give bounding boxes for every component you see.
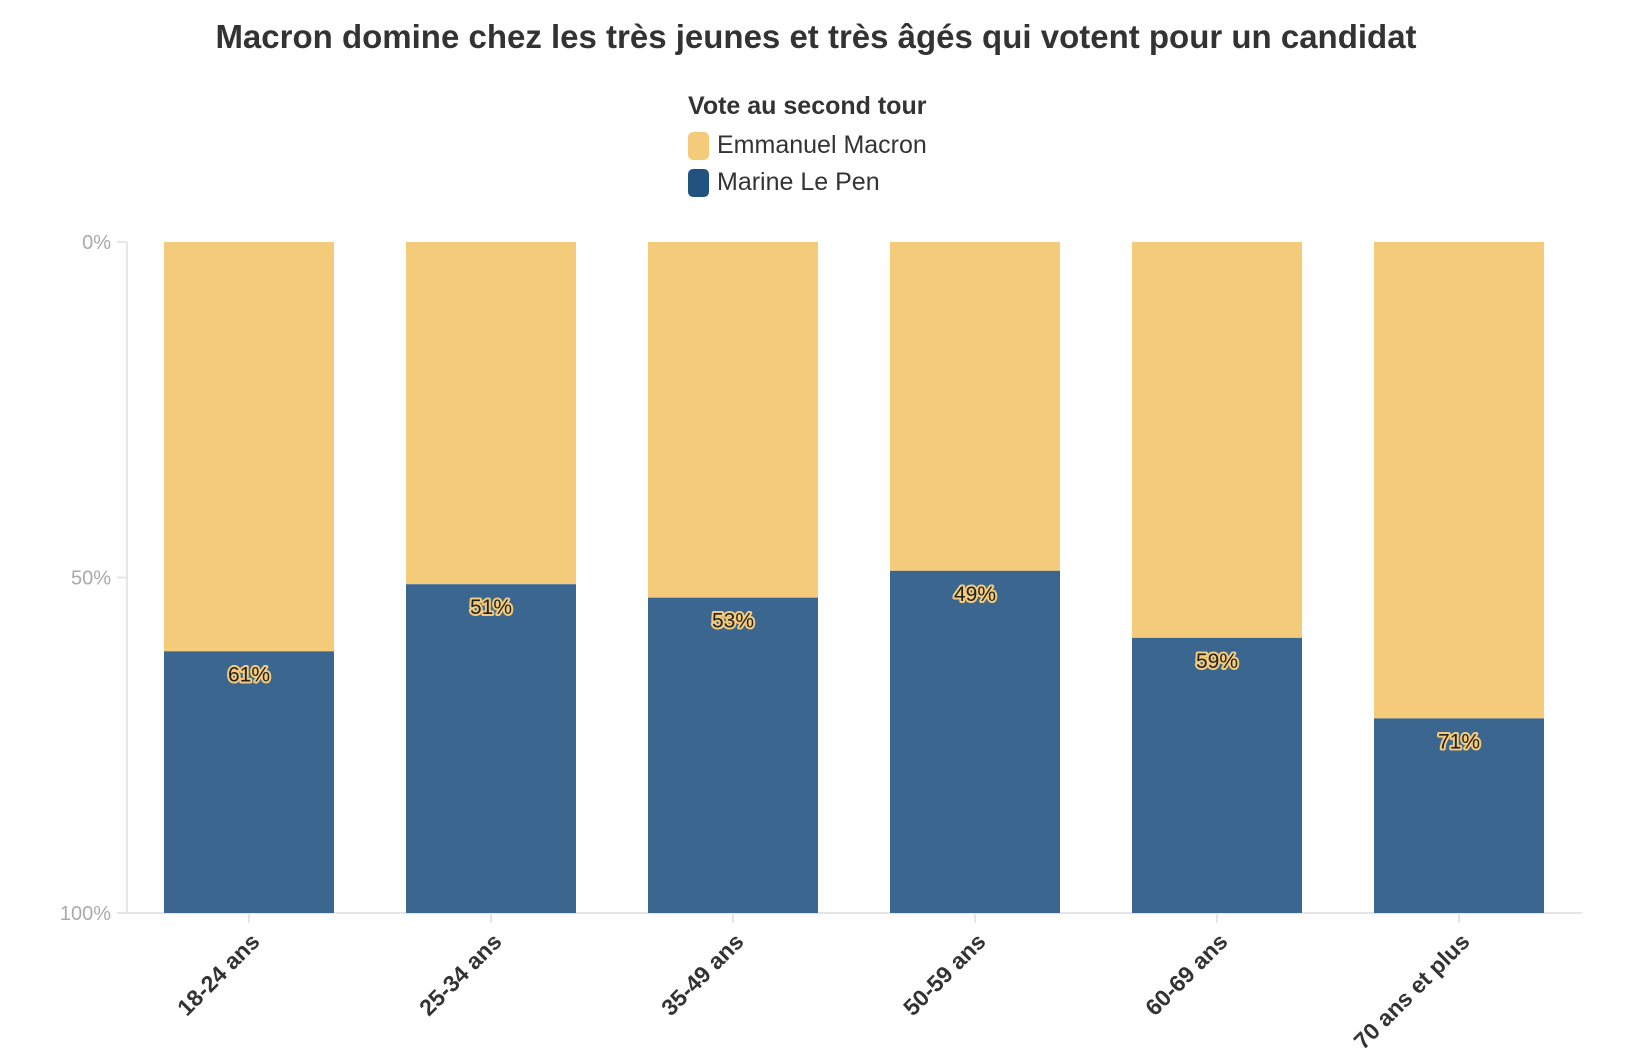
bar-le-pen[interactable] xyxy=(1132,637,1302,913)
legend: Vote au second tour Emmanuel Macron Mari… xyxy=(688,92,927,201)
x-category-label: 35-49 ans xyxy=(656,928,749,1021)
bar-le-pen[interactable] xyxy=(164,651,334,913)
bar-macron[interactable] xyxy=(1374,242,1544,719)
x-category-label: 18-24 ans xyxy=(172,928,265,1021)
legend-title: Vote au second tour xyxy=(688,92,927,120)
legend-item-macron[interactable]: Emmanuel Macron xyxy=(688,127,927,164)
legend-item-le-pen[interactable]: Marine Le Pen xyxy=(688,164,927,201)
legend-swatch-macron xyxy=(688,131,709,160)
data-label: 59% xyxy=(1196,650,1238,673)
data-label: 53% xyxy=(712,610,754,633)
bar-le-pen[interactable] xyxy=(648,597,818,913)
x-category-label: 70 ans et plus xyxy=(1349,928,1475,1054)
bar-macron[interactable] xyxy=(1132,242,1302,638)
bar-le-pen[interactable] xyxy=(1374,718,1544,913)
x-category-label: 60-69 ans xyxy=(1140,928,1233,1021)
bar-le-pen[interactable] xyxy=(890,570,1060,913)
legend-label-macron: Emmanuel Macron xyxy=(717,131,927,159)
data-label: 71% xyxy=(1438,730,1480,753)
legend-swatch-le-pen xyxy=(688,168,709,197)
bar-macron[interactable] xyxy=(164,242,334,652)
x-category-label: 25-34 ans xyxy=(414,928,507,1021)
y-tick-label: 100% xyxy=(60,903,111,925)
data-label: 61% xyxy=(228,663,270,686)
bar-le-pen[interactable] xyxy=(406,584,576,913)
bar-macron[interactable] xyxy=(648,242,818,598)
y-tick-label: 50% xyxy=(71,568,111,590)
chart-title: Macron domine chez les très jeunes et tr… xyxy=(215,18,1417,55)
data-label: 51% xyxy=(470,596,512,619)
bar-macron[interactable] xyxy=(406,242,576,585)
legend-label-le-pen: Marine Le Pen xyxy=(717,168,880,196)
bar-macron[interactable] xyxy=(890,242,1060,571)
y-tick-label: 0% xyxy=(82,232,111,254)
x-category-label: 50-59 ans xyxy=(898,928,991,1021)
data-label: 49% xyxy=(954,583,996,606)
